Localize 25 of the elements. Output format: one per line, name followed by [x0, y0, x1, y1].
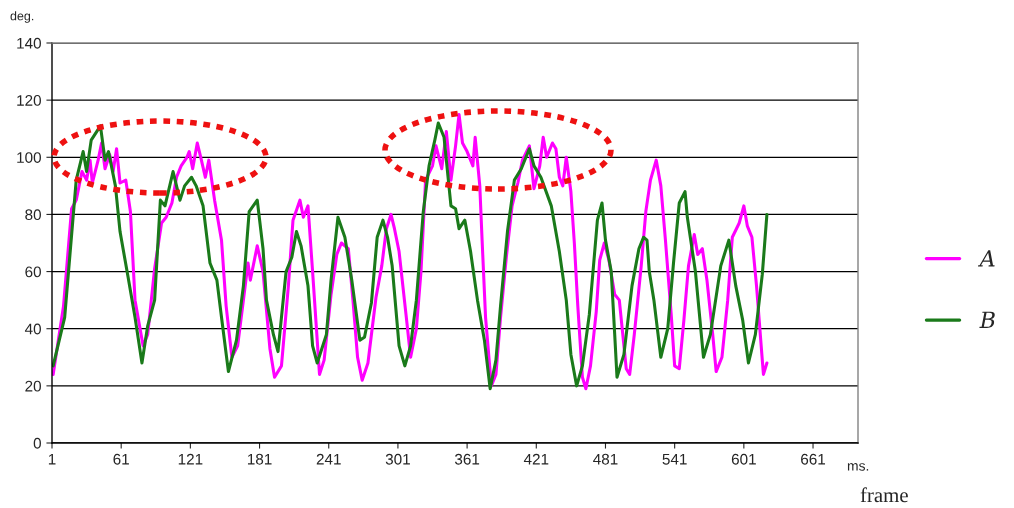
y-tick-label: 0: [33, 437, 41, 449]
y-tick-label: 20: [25, 380, 41, 392]
x-tick-label: 481: [593, 453, 618, 465]
y-axis-title: deg.: [10, 11, 34, 23]
x-tick-label: 601: [731, 453, 756, 465]
x-tick-label: 421: [523, 453, 549, 465]
x-tick-label: 61: [113, 453, 129, 465]
x-tick-label: 661: [801, 453, 826, 465]
x-tick-label: 1: [48, 453, 56, 465]
y-tick-label: 120: [17, 95, 41, 106]
y-tick-label: 60: [25, 266, 41, 278]
legend-label: A: [978, 250, 995, 267]
x-tick-label: 121: [178, 453, 203, 465]
x-tick-label: 181: [247, 453, 272, 465]
text: ms.: [847, 463, 869, 471]
y-tick-label: 40: [24, 323, 41, 335]
x-tick-label: 541: [662, 453, 687, 465]
x-tick-label: 241: [316, 453, 341, 465]
y-tick-label: 140: [17, 37, 41, 49]
x-tick-label: 301: [385, 453, 410, 465]
x-tick-label: 361: [454, 453, 480, 465]
legend-label: B: [979, 311, 995, 328]
y-tick-label: 100: [17, 152, 41, 163]
x-axis-title: frame: [860, 487, 908, 503]
y-tick-label: 80: [25, 209, 41, 221]
